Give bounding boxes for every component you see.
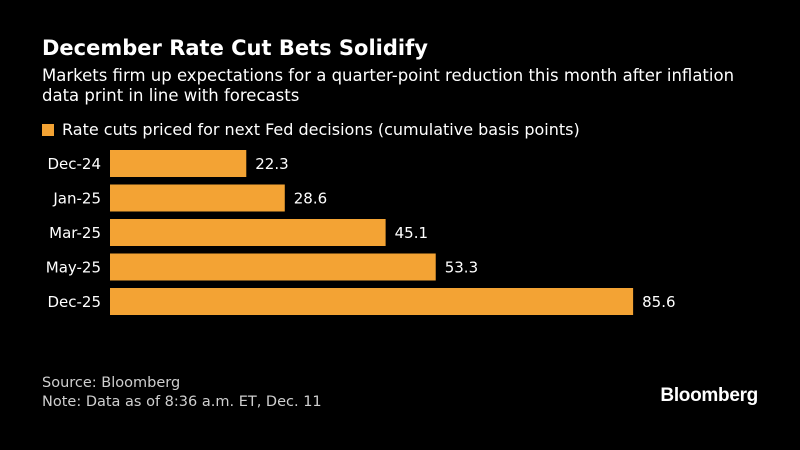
value-label: 22.3 [255, 155, 288, 173]
legend-label: Rate cuts priced for next Fed decisions … [62, 120, 580, 139]
category-label: Dec-24 [47, 155, 101, 173]
value-label: 85.6 [642, 293, 675, 311]
chart-subtitle: Markets firm up expectations for a quart… [42, 66, 735, 105]
category-label: Mar-25 [49, 224, 101, 242]
footer-notes: Source: Bloomberg Note: Data as of 8:36 … [42, 374, 322, 412]
chart-title: December Rate Cut Bets Solidify [42, 36, 428, 60]
bar-dec-25 [110, 288, 634, 315]
category-label: Dec-25 [47, 293, 101, 311]
value-label: 53.3 [445, 259, 478, 277]
note-text: Note: Data as of 8:36 a.m. ET, Dec. 11 [42, 394, 322, 410]
bar-may-25 [110, 253, 436, 281]
source-text: Source: Bloomberg [42, 375, 181, 391]
bar-mar-25 [110, 219, 386, 246]
bloomberg-logo: Bloomberg [660, 385, 758, 406]
value-label: 28.6 [294, 190, 327, 208]
category-label: Jan-25 [52, 190, 101, 208]
legend: Rate cuts priced for next Fed decisions … [42, 120, 580, 139]
bar-jan-25 [110, 184, 285, 212]
legend-swatch [42, 123, 54, 136]
category-label: May-25 [46, 259, 101, 277]
bar-dec-24 [110, 150, 247, 177]
value-label: 45.1 [395, 224, 428, 242]
